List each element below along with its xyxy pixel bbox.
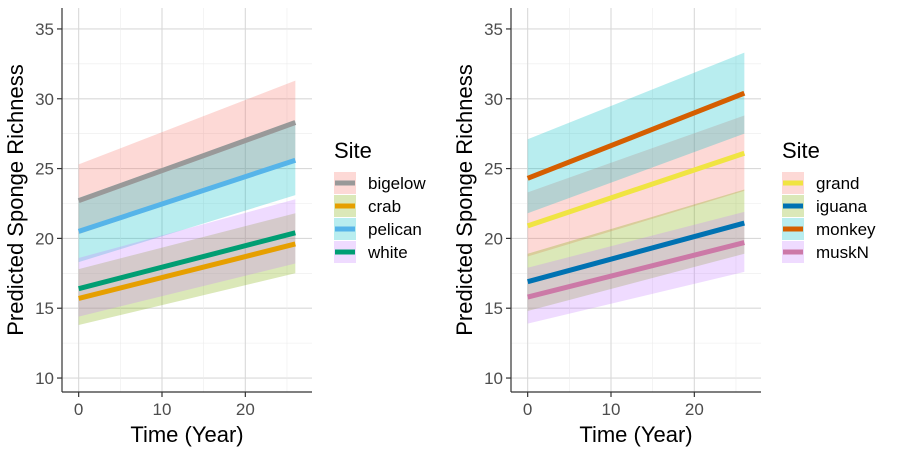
y-tick-label: 15 bbox=[484, 299, 503, 318]
ribbon-pelican bbox=[78, 121, 296, 263]
y-tick-label: 25 bbox=[35, 160, 54, 179]
line-white bbox=[78, 230, 296, 292]
x-tick-label: 0 bbox=[74, 400, 83, 419]
line-grand bbox=[526, 150, 746, 229]
line-pelican bbox=[77, 157, 297, 234]
line-bigelow bbox=[77, 120, 297, 204]
legend-label: muskN bbox=[816, 243, 869, 262]
line-crab bbox=[78, 241, 296, 301]
legend-label: monkey bbox=[816, 220, 876, 239]
y-axis-title: Predicted Sponge Richness bbox=[452, 64, 477, 336]
x-tick-label: 0 bbox=[523, 400, 532, 419]
legend-label: white bbox=[367, 243, 408, 262]
x-axis-title: Time (Year) bbox=[130, 422, 243, 447]
line-monkey bbox=[526, 90, 746, 181]
ribbon-bigelow bbox=[78, 80, 296, 235]
y-tick-label: 35 bbox=[35, 20, 54, 39]
line-muskN bbox=[527, 240, 745, 300]
legend-label: iguana bbox=[816, 197, 868, 216]
legend-item-muskN: muskN bbox=[782, 241, 869, 263]
y-tick-label: 15 bbox=[35, 299, 54, 318]
y-tick-label: 10 bbox=[484, 369, 503, 388]
y-tick-label: 20 bbox=[35, 229, 54, 248]
legend-title: Site bbox=[782, 138, 820, 163]
legend-label: bigelow bbox=[368, 174, 426, 193]
gridlines bbox=[62, 8, 312, 392]
legend: Site grand iguana monkey muskN bbox=[782, 138, 876, 263]
legend-label: grand bbox=[816, 174, 859, 193]
legend-item-pelican: pelican bbox=[334, 218, 422, 240]
series-lines bbox=[526, 90, 746, 300]
series-lines bbox=[77, 120, 297, 301]
legend: Site bigelow crab pelican white bbox=[334, 138, 426, 263]
legend-label: crab bbox=[368, 197, 401, 216]
ribbon-monkey bbox=[527, 52, 745, 214]
x-tick-label: 20 bbox=[685, 400, 704, 419]
legend-item-iguana: iguana bbox=[782, 195, 868, 217]
y-tick-label: 25 bbox=[484, 160, 503, 179]
legend-item-monkey: monkey bbox=[782, 218, 876, 240]
chart-panel-1: 10 15 20 25 30 35 0 10 20 Time (Year) Predicted Sp… bbox=[3, 8, 426, 447]
x-tick-label: 10 bbox=[602, 400, 621, 419]
legend-item-crab: crab bbox=[334, 195, 401, 217]
legend-item-grand: grand bbox=[782, 172, 859, 194]
y-tick-label: 10 bbox=[35, 369, 54, 388]
y-tick-label: 30 bbox=[484, 90, 503, 109]
y-tick-label: 30 bbox=[35, 90, 54, 109]
chart-panel-2: 10 15 20 25 30 35 0 10 20 Time (Year) Predicted Sp… bbox=[452, 8, 876, 447]
x-axis-title: Time (Year) bbox=[579, 422, 692, 447]
line-iguana bbox=[527, 220, 745, 285]
x-tick-label: 10 bbox=[153, 400, 172, 419]
x-tick-label: 20 bbox=[236, 400, 255, 419]
ribbon-grand bbox=[527, 115, 745, 257]
legend-item-bigelow: bigelow bbox=[334, 172, 426, 194]
y-tick-label: 35 bbox=[484, 20, 503, 39]
legend-label: pelican bbox=[368, 220, 422, 239]
legend-item-white: white bbox=[334, 241, 408, 263]
legend-title: Site bbox=[334, 138, 372, 163]
y-axis-title: Predicted Sponge Richness bbox=[3, 64, 28, 336]
y-tick-label: 20 bbox=[484, 229, 503, 248]
